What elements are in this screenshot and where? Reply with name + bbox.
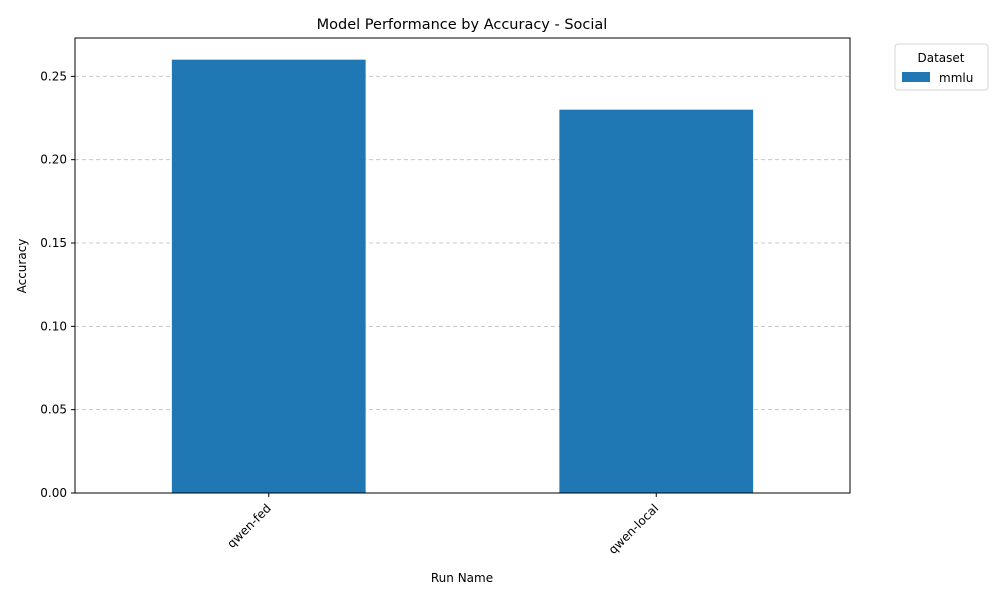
bar-qwen-fed xyxy=(171,59,366,494)
y-axis-label: Accuracy xyxy=(15,239,29,294)
plot-frame xyxy=(74,37,851,494)
legend: Dataset mmlu xyxy=(894,43,989,91)
legend-label-mmlu: mmlu xyxy=(939,71,973,85)
x-tick-label: qwen-fed xyxy=(224,501,273,550)
chart-title: Model Performance by Accuracy - Social xyxy=(317,17,608,33)
y-tick-label: 0.05 xyxy=(40,403,67,417)
y-tick-label: 0.20 xyxy=(40,153,67,167)
legend-swatch-mmlu xyxy=(902,72,930,82)
y-tick-label: 0.10 xyxy=(40,319,67,333)
x-tick-label: qwen-local xyxy=(606,501,662,557)
bar-qwen-local xyxy=(559,109,754,494)
y-axis: 0.00 0.05 0.10 0.15 0.20 0.25 xyxy=(40,69,75,500)
legend-title: Dataset xyxy=(918,51,965,65)
y-tick-label: 0.15 xyxy=(40,236,67,250)
y-tick-label: 0.25 xyxy=(40,69,67,83)
bars xyxy=(171,59,754,494)
x-axis: qwen-fed qwen-local xyxy=(224,493,661,557)
x-axis-label: Run Name xyxy=(431,571,493,585)
y-tick-label: 0.00 xyxy=(40,486,67,500)
